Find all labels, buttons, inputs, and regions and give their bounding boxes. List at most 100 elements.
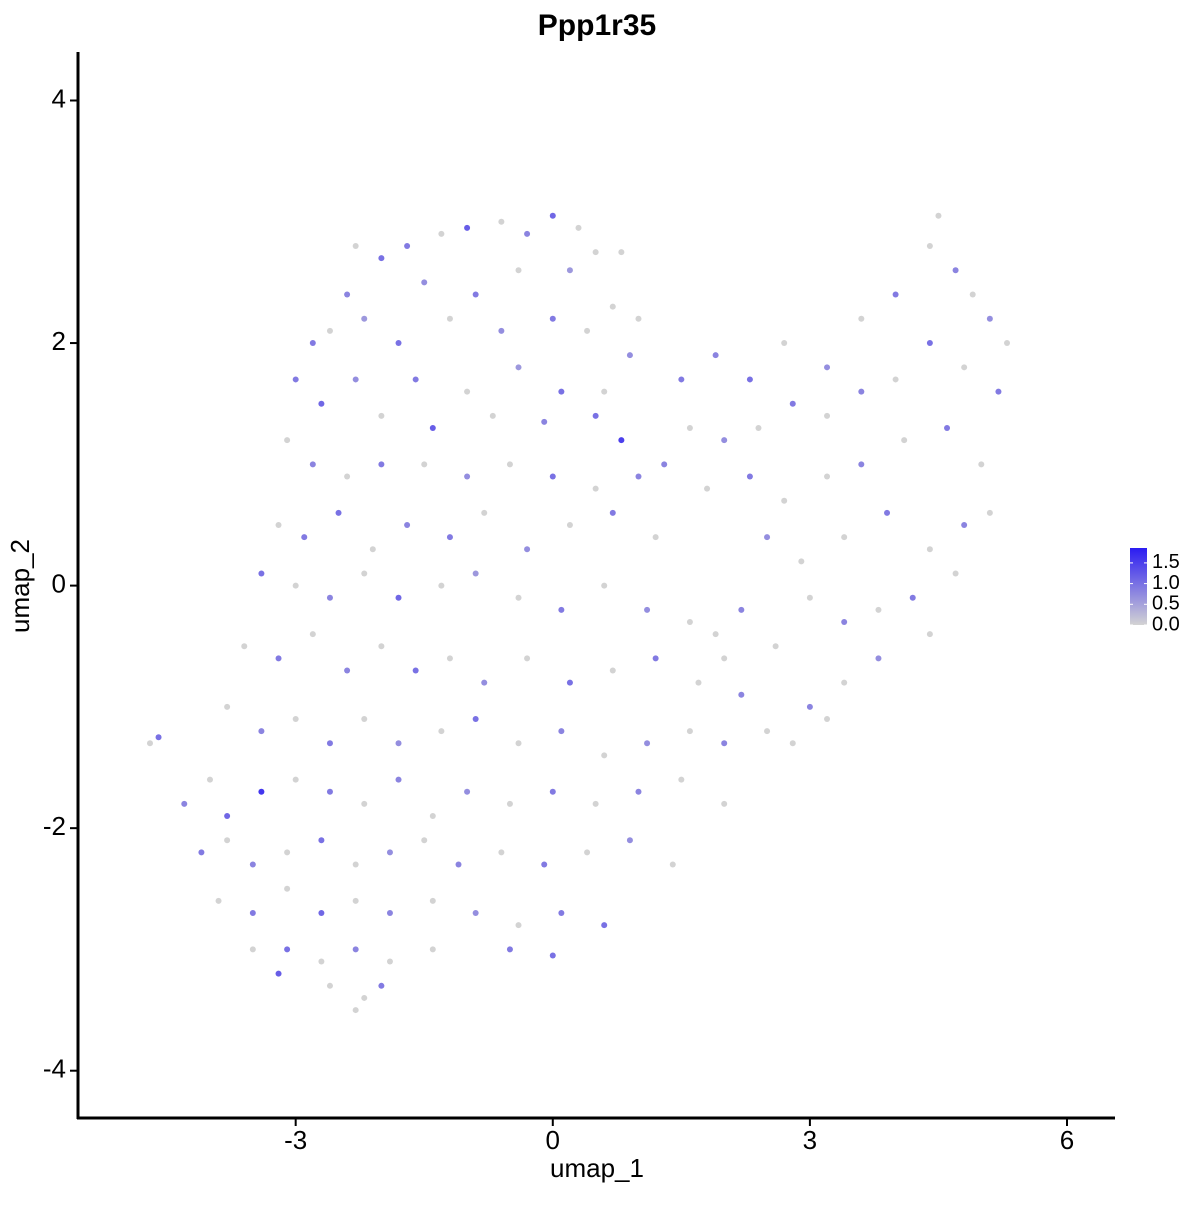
- cell-point: [421, 837, 428, 844]
- cell-point: [909, 594, 916, 601]
- cell-point: [421, 461, 428, 468]
- cell-point: [515, 594, 522, 601]
- cell-point: [352, 376, 359, 383]
- cell-point: [806, 703, 813, 710]
- cell-point: [464, 224, 471, 231]
- cell-point: [875, 655, 882, 662]
- cell-point: [961, 521, 968, 528]
- chart-title: Ppp1r35: [538, 9, 656, 42]
- colorbar: [1130, 548, 1147, 625]
- cell-point: [824, 716, 831, 723]
- cell-point: [318, 910, 325, 917]
- cell-point: [566, 521, 573, 528]
- cell-point: [438, 230, 445, 237]
- x-tick-label: 0: [546, 1125, 560, 1155]
- cell-point: [566, 679, 573, 686]
- cell-point: [781, 497, 788, 504]
- cell-point: [446, 534, 453, 541]
- cell-point: [498, 327, 505, 334]
- cell-point: [258, 570, 265, 577]
- cell-point: [764, 534, 771, 541]
- cell-point: [549, 315, 556, 322]
- cell-point: [326, 982, 333, 989]
- cell-point: [412, 667, 419, 674]
- cell-point: [549, 952, 556, 959]
- cell-point: [601, 582, 608, 589]
- y-tick-label: -4: [43, 1054, 66, 1084]
- cell-point: [224, 813, 231, 820]
- cell-point: [592, 412, 599, 419]
- cell-point: [635, 788, 642, 795]
- cell-point: [438, 582, 445, 589]
- cell-point: [446, 315, 453, 322]
- cell-point: [515, 364, 522, 371]
- cell-point: [386, 910, 393, 917]
- cell-point: [344, 473, 351, 480]
- cell-point: [284, 946, 291, 953]
- cell-point: [721, 800, 728, 807]
- cell-point: [935, 212, 942, 219]
- cell-point: [575, 224, 582, 231]
- cell-point: [429, 897, 436, 904]
- cell-point: [318, 400, 325, 407]
- cell-point: [249, 946, 256, 953]
- cell-point: [952, 570, 959, 577]
- y-tick-label: 0: [52, 568, 66, 598]
- cell-point: [524, 546, 531, 553]
- cell-point: [524, 655, 531, 662]
- cell-point: [489, 412, 496, 419]
- cell-point: [301, 534, 308, 541]
- cell-point: [155, 734, 162, 741]
- cell-point: [464, 388, 471, 395]
- cell-point: [318, 958, 325, 965]
- cell-point: [601, 752, 608, 759]
- cell-point: [892, 376, 899, 383]
- cell-point: [601, 388, 608, 395]
- cell-point: [472, 291, 479, 298]
- cell-point: [318, 837, 325, 844]
- cell-point: [558, 728, 565, 735]
- cell-point: [326, 594, 333, 601]
- y-tick-label: 2: [52, 326, 66, 356]
- cell-point: [326, 740, 333, 747]
- cell-point: [395, 594, 402, 601]
- colorbar-label: 0.0: [1152, 613, 1180, 635]
- cell-point: [361, 570, 368, 577]
- y-tick-label: -2: [43, 811, 66, 841]
- cell-point: [361, 315, 368, 322]
- cell-point: [481, 679, 488, 686]
- cell-point: [464, 788, 471, 795]
- cell-point: [892, 291, 899, 298]
- cell-point: [361, 994, 368, 1001]
- cell-point: [1004, 340, 1011, 347]
- x-axis-label: umap_1: [550, 1153, 644, 1183]
- cell-point: [429, 813, 436, 820]
- cell-point: [429, 424, 436, 431]
- cell-point: [326, 788, 333, 795]
- cell-point: [789, 740, 796, 747]
- cell-point: [395, 340, 402, 347]
- cell-point: [558, 606, 565, 613]
- cell-point: [738, 691, 745, 698]
- cell-point: [275, 655, 282, 662]
- cell-point: [284, 849, 291, 856]
- cell-point: [926, 546, 933, 553]
- cell-point: [378, 412, 385, 419]
- cell-point: [258, 728, 265, 735]
- cell-point: [206, 776, 213, 783]
- cell-point: [584, 849, 591, 856]
- cell-point: [704, 485, 711, 492]
- cell-point: [506, 461, 513, 468]
- cell-point: [352, 243, 359, 250]
- cell-point: [541, 861, 548, 868]
- cell-point: [592, 800, 599, 807]
- cell-point: [558, 388, 565, 395]
- cell-point: [626, 837, 633, 844]
- cell-point: [506, 800, 513, 807]
- cell-point: [712, 631, 719, 638]
- cell-point: [472, 716, 479, 723]
- cell-point: [464, 473, 471, 480]
- cell-point: [378, 643, 385, 650]
- cell-point: [378, 982, 385, 989]
- cell-point: [412, 376, 419, 383]
